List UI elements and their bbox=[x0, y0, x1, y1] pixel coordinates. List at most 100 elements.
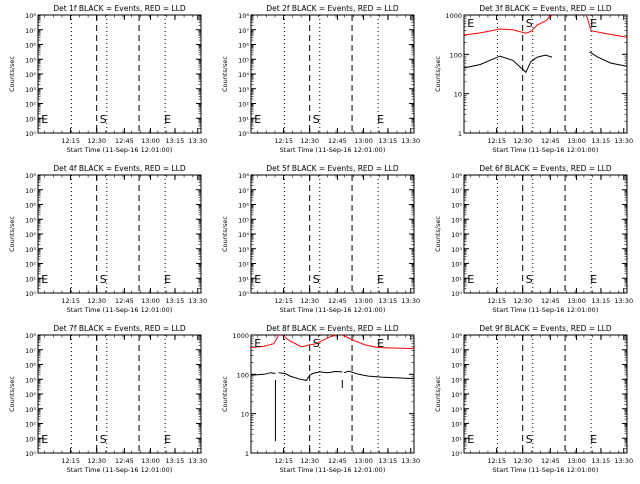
plot-frame bbox=[250, 14, 415, 134]
y-axis-label: Counts/sec bbox=[434, 376, 442, 412]
plot-frame bbox=[37, 174, 202, 294]
y-tick-label: 10 bbox=[454, 91, 462, 99]
marker-label: E bbox=[41, 433, 48, 446]
detector-panel-5: Det 5f BLACK = Events, RED = LLD 10⁰ 10¹ 10… bbox=[221, 164, 420, 314]
detector-panel-4: Det 4f BLACK = Events, RED = LLD 10⁰ 10¹ 10… bbox=[8, 164, 207, 314]
x-tick-label: 13:30 bbox=[614, 137, 633, 145]
y-tick-label: 10⁰ bbox=[25, 450, 36, 458]
x-tick-label: 12:15 bbox=[274, 457, 293, 465]
series-line-black bbox=[343, 370, 415, 380]
y-tick-label: 10⁵ bbox=[238, 216, 249, 224]
y-tick-label: 10⁷ bbox=[451, 347, 462, 355]
x-tick-label: 12:15 bbox=[61, 457, 80, 465]
y-tick-label: 10³ bbox=[451, 406, 462, 414]
x-tick-label: 13:30 bbox=[401, 297, 420, 305]
y-axis-label: Counts/sec bbox=[434, 56, 442, 92]
plot-frame bbox=[463, 174, 628, 294]
y-tick-label: 10² bbox=[451, 261, 462, 269]
detector-panel-7: Det 7f BLACK = Events, RED = LLD 10⁰ 10¹ 10… bbox=[8, 324, 207, 474]
y-tick-label: 10¹ bbox=[238, 115, 249, 123]
y-tick-label: 10⁸ bbox=[238, 172, 249, 180]
marker-label: E bbox=[164, 273, 171, 286]
y-tick-label: 10⁴ bbox=[451, 391, 462, 399]
x-tick-label: 13:15 bbox=[166, 297, 185, 305]
y-tick-label: 10⁵ bbox=[451, 216, 462, 224]
y-tick-label: 1000 bbox=[232, 332, 249, 340]
x-tick-label: 13:30 bbox=[401, 137, 420, 145]
y-tick-label: 10¹ bbox=[238, 275, 249, 283]
y-tick-label: 10⁵ bbox=[25, 216, 36, 224]
x-axis-label: Start Time (11-Sep-16 12:01:00) bbox=[493, 146, 599, 154]
y-tick-label: 10³ bbox=[25, 246, 36, 254]
marker-label: S bbox=[100, 113, 107, 126]
y-tick-label: 10⁸ bbox=[238, 12, 249, 20]
y-tick-label: 10⁸ bbox=[451, 172, 462, 180]
x-tick-label: 12:30 bbox=[87, 137, 106, 145]
x-tick-label: 13:00 bbox=[354, 297, 373, 305]
y-tick-label: 10⁰ bbox=[238, 130, 249, 138]
y-axis-label: Counts/sec bbox=[434, 216, 442, 252]
y-axis-label: Counts/sec bbox=[221, 376, 229, 412]
y-axis-label: Counts/sec bbox=[221, 216, 229, 252]
y-tick-label: 10¹ bbox=[25, 435, 36, 443]
panel-title: Det 9f BLACK = Events, RED = LLD bbox=[479, 324, 612, 333]
marker-label: E bbox=[377, 337, 384, 350]
x-axis-label: Start Time (11-Sep-16 12:01:00) bbox=[67, 306, 173, 314]
marker-label: S bbox=[100, 433, 107, 446]
y-tick-label: 10¹ bbox=[25, 115, 36, 123]
plot-frame bbox=[37, 334, 202, 454]
y-tick-label: 10⁶ bbox=[238, 202, 249, 210]
x-tick-label: 13:15 bbox=[379, 457, 398, 465]
y-tick-label: 100 bbox=[450, 51, 462, 59]
plot-frame bbox=[463, 14, 628, 134]
panel-title: Det 2f BLACK = Events, RED = LLD bbox=[266, 4, 399, 13]
plot-frame bbox=[37, 14, 202, 134]
marker-label: S bbox=[313, 113, 320, 126]
y-tick-label: 10³ bbox=[238, 86, 249, 94]
y-tick-label: 10² bbox=[25, 261, 36, 269]
marker-label: E bbox=[377, 113, 384, 126]
marker-label: E bbox=[254, 273, 261, 286]
panel-title: Det 4f BLACK = Events, RED = LLD bbox=[53, 164, 186, 173]
marker-label: S bbox=[100, 273, 107, 286]
x-tick-label: 12:30 bbox=[513, 297, 532, 305]
x-tick-label: 12:45 bbox=[328, 297, 347, 305]
x-tick-label: 13:00 bbox=[567, 297, 586, 305]
y-tick-label: 10⁶ bbox=[25, 202, 36, 210]
y-tick-label: 10¹ bbox=[451, 275, 462, 283]
panel-title: Det 5f BLACK = Events, RED = LLD bbox=[266, 164, 399, 173]
marker-label: E bbox=[590, 273, 597, 286]
y-tick-label: 10⁴ bbox=[25, 391, 36, 399]
y-tick-label: 10² bbox=[238, 101, 249, 109]
x-tick-label: 13:30 bbox=[401, 457, 420, 465]
x-tick-label: 13:30 bbox=[188, 457, 207, 465]
series-line-black bbox=[589, 51, 628, 67]
y-tick-label: 10⁰ bbox=[451, 290, 462, 298]
y-tick-label: 10⁸ bbox=[451, 332, 462, 340]
x-tick-label: 12:15 bbox=[487, 137, 506, 145]
y-tick-label: 10³ bbox=[451, 246, 462, 254]
y-tick-label: 10⁶ bbox=[451, 202, 462, 210]
detector-panel-2: Det 2f BLACK = Events, RED = LLD 10⁰ 10¹ 10… bbox=[221, 4, 420, 154]
x-tick-label: 13:00 bbox=[141, 457, 160, 465]
series-line-red bbox=[585, 14, 628, 38]
x-axis-label: Start Time (11-Sep-16 12:01:00) bbox=[67, 146, 173, 154]
series-line-red bbox=[281, 334, 336, 348]
y-tick-label: 10¹ bbox=[451, 435, 462, 443]
series-line-black bbox=[250, 372, 276, 376]
x-tick-label: 12:30 bbox=[300, 137, 319, 145]
y-tick-label: 10⁵ bbox=[25, 56, 36, 64]
marker-label: E bbox=[164, 113, 171, 126]
marker-label: E bbox=[254, 337, 261, 350]
y-tick-label: 10⁴ bbox=[238, 71, 249, 79]
plot-frame bbox=[250, 334, 415, 454]
y-tick-label: 10⁶ bbox=[25, 42, 36, 50]
plot-frame bbox=[463, 334, 628, 454]
marker-label: E bbox=[590, 17, 597, 30]
y-axis-label: Counts/sec bbox=[8, 56, 16, 92]
y-tick-label: 10⁷ bbox=[238, 187, 249, 195]
x-tick-label: 12:45 bbox=[115, 297, 134, 305]
y-tick-label: 10⁴ bbox=[25, 231, 36, 239]
series-line-red bbox=[463, 14, 553, 36]
